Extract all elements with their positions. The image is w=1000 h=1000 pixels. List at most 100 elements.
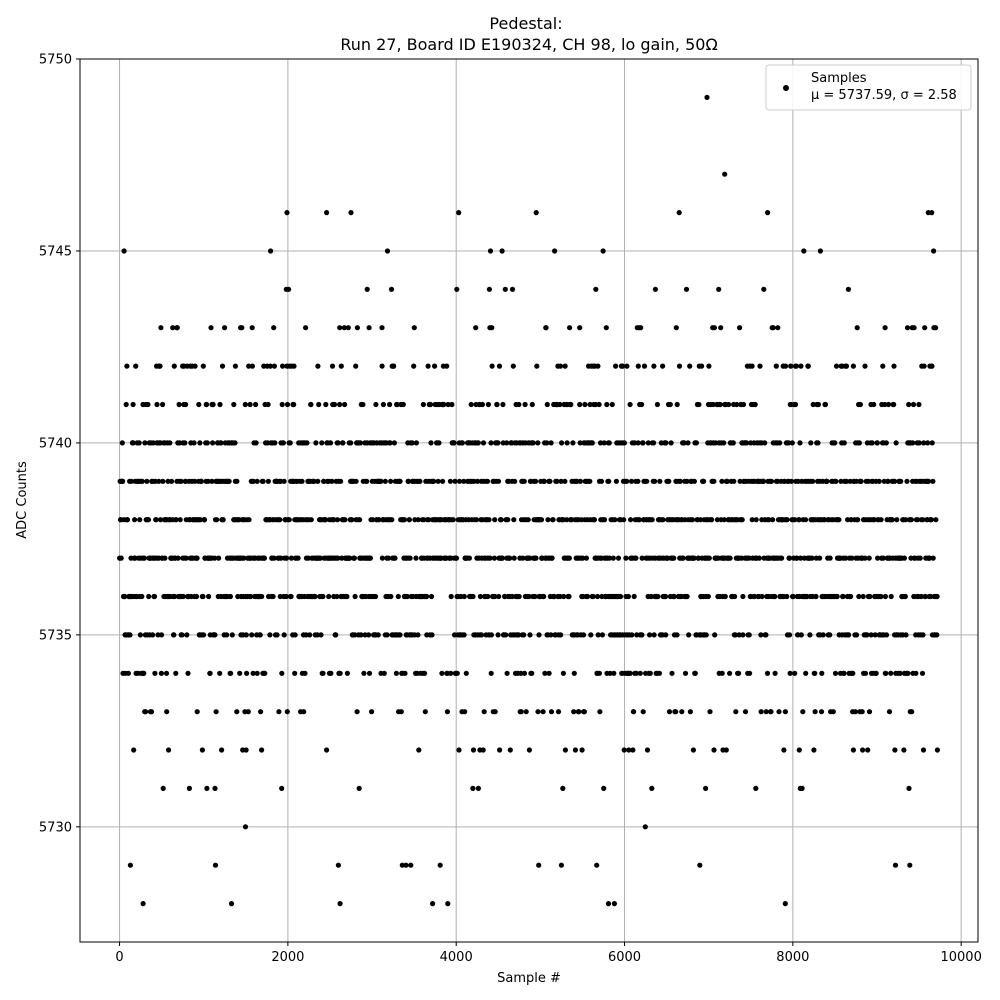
sample-point xyxy=(841,440,847,446)
sample-point xyxy=(468,401,474,408)
sample-point xyxy=(901,747,907,753)
sample-point xyxy=(145,517,152,523)
sample-point xyxy=(388,478,394,484)
sample-point xyxy=(648,593,654,600)
sample-point xyxy=(921,363,927,369)
sample-point xyxy=(868,632,874,638)
sample-point xyxy=(557,363,564,369)
sample-point xyxy=(351,555,357,561)
sample-point xyxy=(873,670,879,676)
sample-point xyxy=(207,670,213,676)
sample-point xyxy=(536,862,542,868)
sample-point xyxy=(903,632,909,638)
sample-point xyxy=(271,325,277,331)
sample-point xyxy=(311,478,317,484)
sample-point xyxy=(626,747,632,753)
sample-point xyxy=(934,632,940,638)
sample-point xyxy=(380,401,386,408)
sample-point xyxy=(361,670,367,676)
sample-point xyxy=(250,670,256,676)
sample-point xyxy=(447,478,453,484)
sample-point xyxy=(636,517,643,523)
sample-point xyxy=(552,248,558,254)
sample-point xyxy=(710,401,716,408)
sample-point xyxy=(849,555,855,561)
sample-point xyxy=(822,401,829,408)
sample-point xyxy=(507,555,513,561)
sample-point xyxy=(855,517,861,523)
sample-point xyxy=(540,709,546,715)
sample-point xyxy=(740,632,746,638)
sample-point xyxy=(859,709,865,715)
sample-point xyxy=(559,440,565,446)
sample-point xyxy=(229,632,235,638)
sample-point xyxy=(171,632,177,638)
sample-point xyxy=(315,363,321,369)
sample-point xyxy=(541,478,547,484)
sample-point xyxy=(466,555,472,561)
sample-point xyxy=(628,517,634,523)
sample-point xyxy=(637,670,643,676)
sample-point xyxy=(485,401,491,408)
sample-point xyxy=(913,670,919,676)
sample-point xyxy=(930,555,936,561)
sample-point xyxy=(496,593,502,600)
sample-point xyxy=(594,593,601,600)
sample-point xyxy=(711,325,718,331)
sample-point xyxy=(220,517,226,523)
sample-point xyxy=(647,670,653,676)
sample-point xyxy=(854,325,860,331)
sample-point xyxy=(934,747,941,753)
sample-point xyxy=(807,632,813,638)
sample-point xyxy=(832,670,839,676)
sample-point xyxy=(776,709,782,715)
sample-point xyxy=(222,325,228,331)
sample-point xyxy=(132,555,138,561)
sample-point xyxy=(534,363,540,369)
sample-point xyxy=(624,363,630,369)
sample-point xyxy=(329,363,336,369)
sample-point xyxy=(606,555,613,561)
sample-point xyxy=(272,440,278,446)
sample-point xyxy=(307,632,313,638)
sample-point xyxy=(765,210,771,216)
sample-point xyxy=(522,401,528,408)
sample-point xyxy=(906,401,912,408)
sample-point xyxy=(364,286,370,292)
sample-point xyxy=(639,401,645,408)
sample-point xyxy=(845,286,852,292)
sample-point xyxy=(124,363,130,369)
sample-point xyxy=(470,593,476,600)
sample-point xyxy=(356,785,362,792)
sample-point xyxy=(146,593,152,600)
sample-point xyxy=(600,248,606,254)
sample-point xyxy=(128,478,134,484)
sample-point xyxy=(232,440,238,446)
sample-point xyxy=(495,632,501,638)
sample-point xyxy=(357,517,363,523)
sample-point xyxy=(866,709,873,715)
sample-point xyxy=(929,210,935,216)
sample-point xyxy=(551,593,557,600)
sample-point xyxy=(716,286,722,292)
sample-point xyxy=(267,632,273,638)
sample-point xyxy=(915,517,921,523)
sample-point xyxy=(613,363,619,369)
sample-point xyxy=(817,555,823,561)
sample-point xyxy=(516,401,522,408)
sample-point xyxy=(761,478,767,484)
sample-point xyxy=(193,593,200,600)
sample-point xyxy=(324,210,330,216)
sample-point xyxy=(638,325,644,331)
sample-point xyxy=(662,593,669,600)
sample-point xyxy=(645,440,651,446)
sample-point xyxy=(139,478,145,484)
sample-point xyxy=(883,440,889,446)
sample-point xyxy=(668,440,674,446)
sample-point xyxy=(250,478,256,484)
sample-point xyxy=(564,517,570,523)
sample-point xyxy=(704,94,710,100)
sample-point xyxy=(561,593,567,600)
sample-point xyxy=(258,709,264,715)
sample-point xyxy=(611,901,618,907)
